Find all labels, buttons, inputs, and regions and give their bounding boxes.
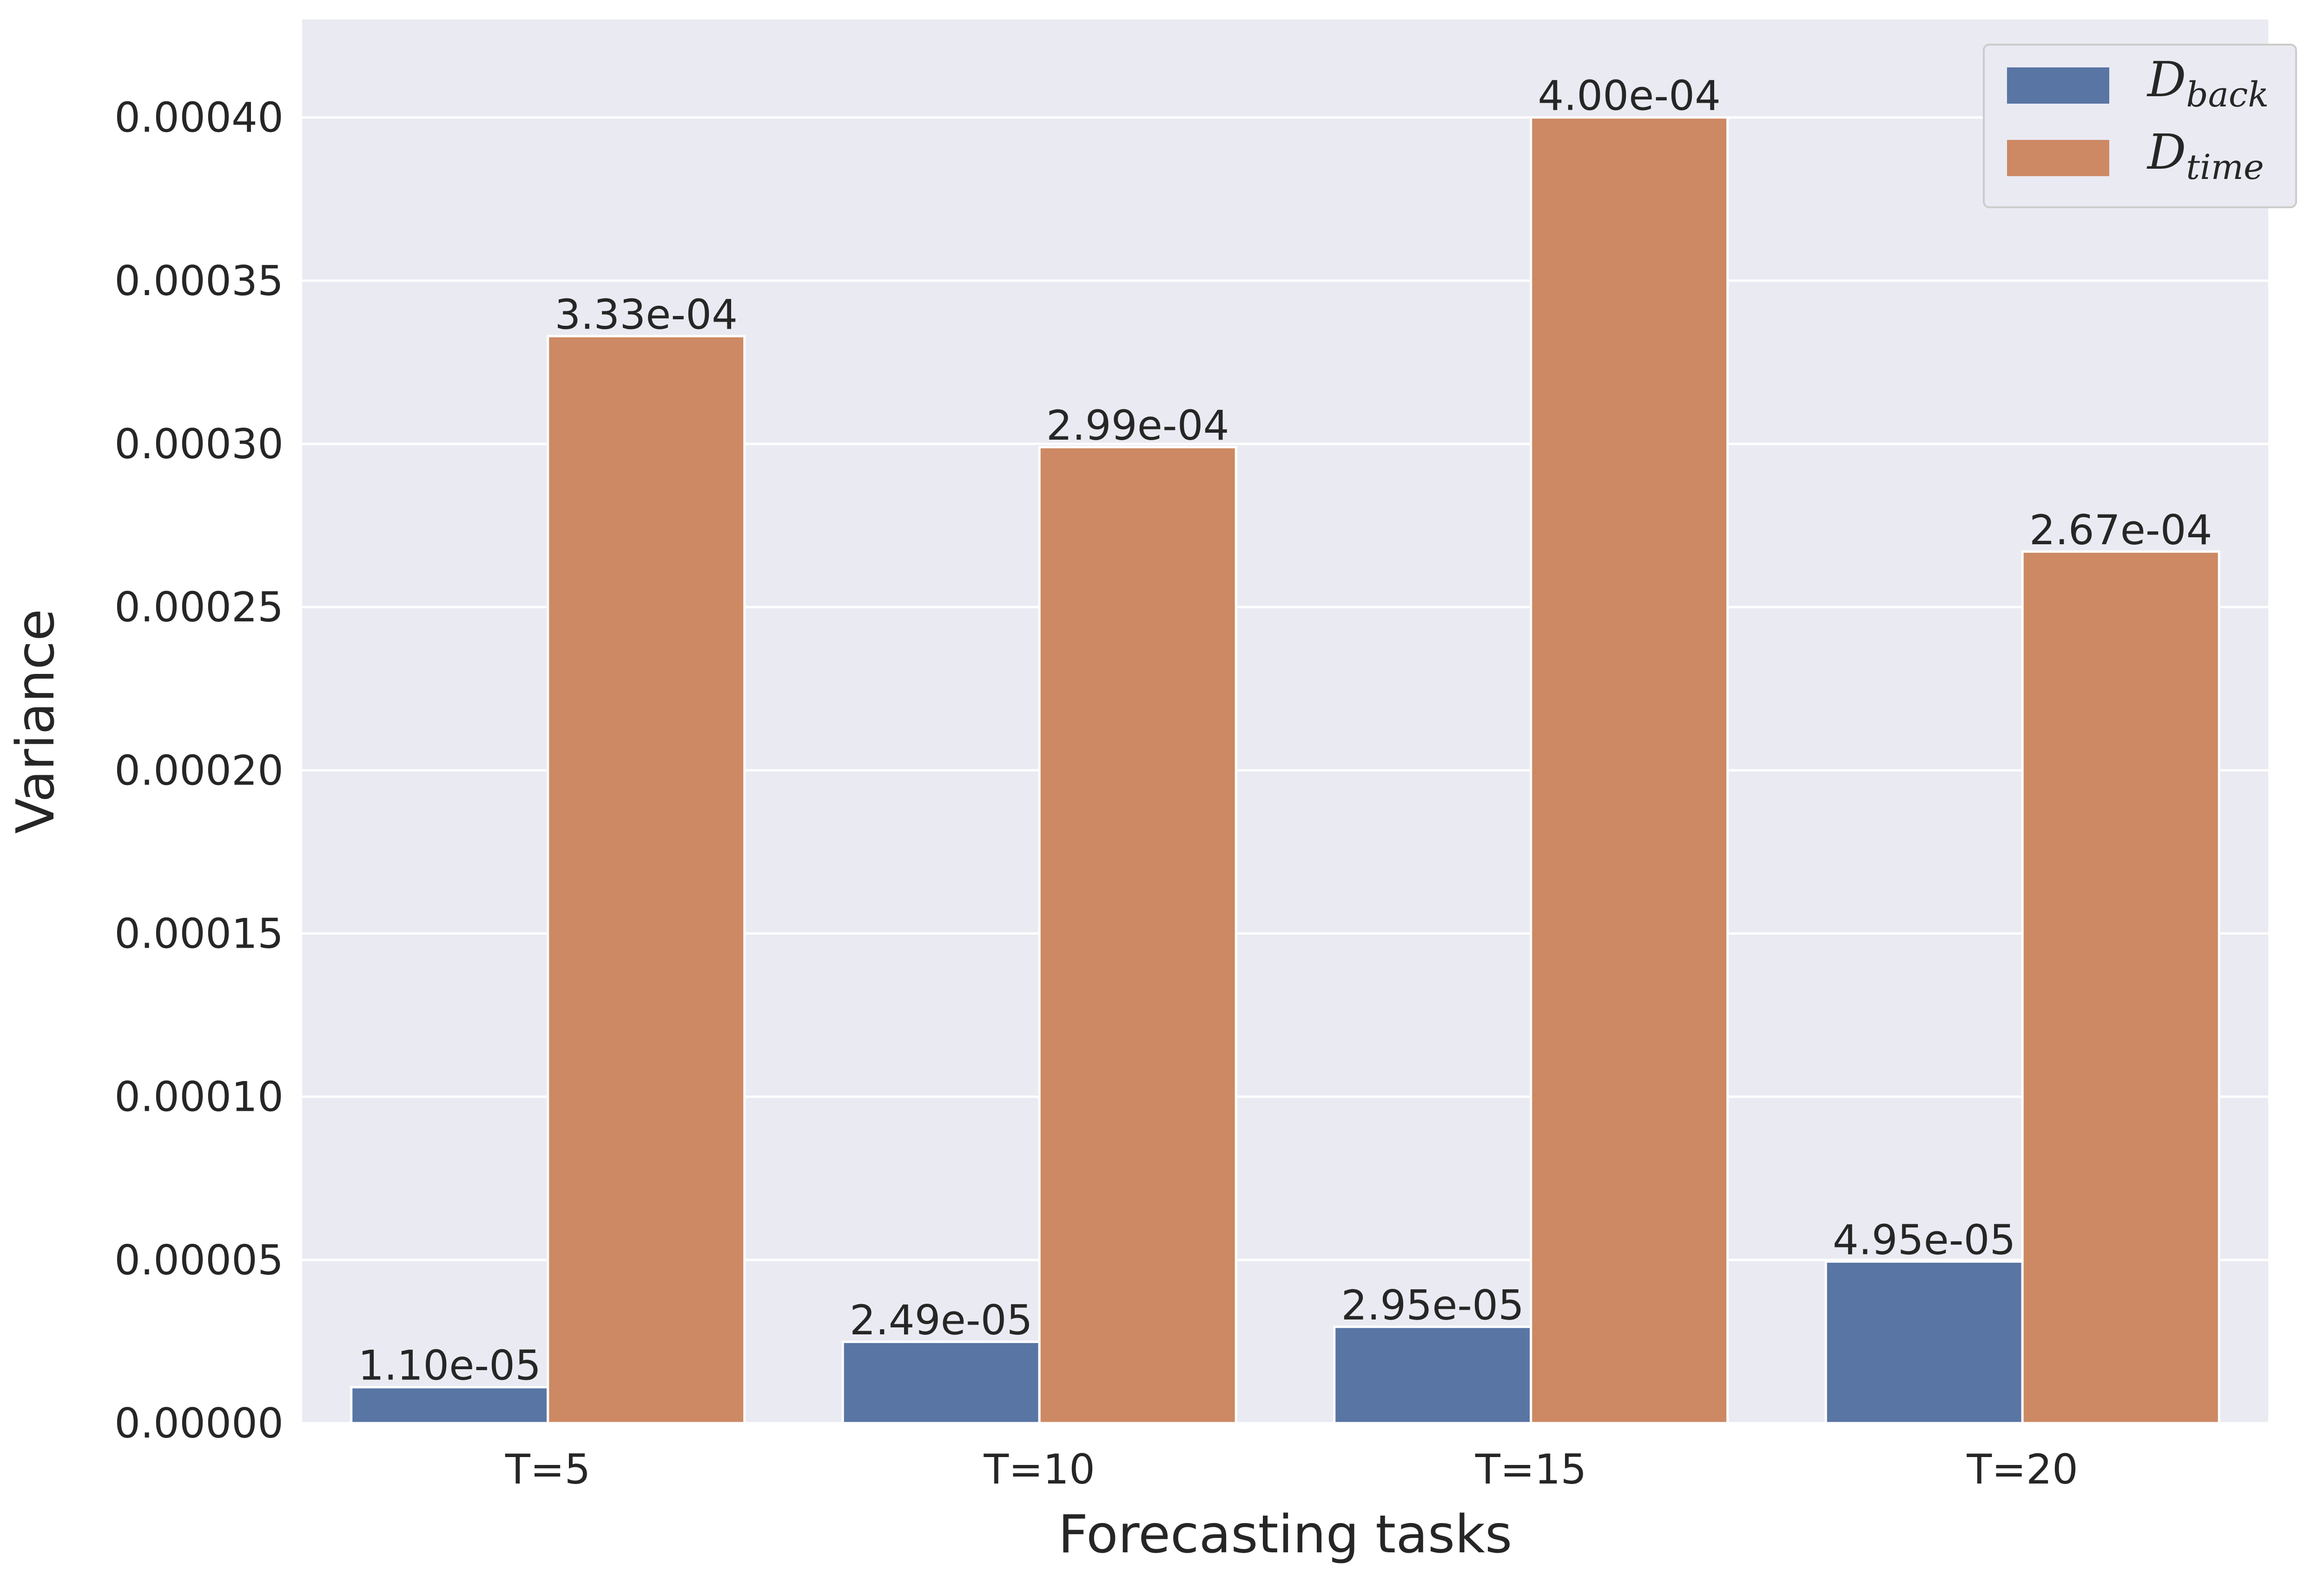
data-label: 4.00e-04 <box>1538 72 1721 120</box>
bars <box>350 116 2220 1425</box>
y-tick-label: 0.00015 <box>114 910 284 958</box>
y-tick-label: 0.00035 <box>114 257 284 305</box>
legend: Dback Dtime <box>1983 44 2297 208</box>
y-tick-label: 0.00000 <box>114 1399 284 1447</box>
data-label: 2.49e-05 <box>850 1296 1033 1344</box>
y-axis-title: Variance <box>6 609 66 834</box>
data-labels: 1.10e-05 3.33e-04 2.49e-05 2.99e-04 2.95e-05… <box>358 72 2212 1390</box>
x-tick-label: T=5 <box>505 1445 590 1493</box>
bar-time-2 <box>1038 446 1237 1425</box>
y-tick-label: 0.00010 <box>114 1073 284 1121</box>
bar-back-2 <box>841 1340 1041 1425</box>
bar-back-4 <box>1824 1260 2024 1425</box>
bar-back-3 <box>1333 1326 1532 1425</box>
y-tick-label: 0.00030 <box>114 420 284 468</box>
bar-time-1 <box>547 335 746 1425</box>
y-axis: 0.00000 0.00005 0.00010 0.00015 0.00020 0.000… <box>114 94 284 1447</box>
data-label: 1.10e-05 <box>358 1342 541 1390</box>
legend-label-time: Dtime <box>2146 124 2264 187</box>
x-axis-title: Forecasting tasks <box>1058 1504 1512 1565</box>
legend-swatch-time <box>2007 140 2109 176</box>
x-tick-label: T=15 <box>1475 1445 1586 1493</box>
x-tick-label: T=10 <box>984 1445 1095 1493</box>
legend-swatch-back <box>2007 67 2109 104</box>
bar-back-1 <box>350 1386 549 1425</box>
y-tick-label: 0.00025 <box>114 583 284 631</box>
data-label: 2.67e-04 <box>2029 506 2212 554</box>
y-tick-label: 0.00005 <box>114 1236 284 1284</box>
legend-label-back: Dback <box>2146 51 2269 115</box>
data-label: 2.95e-05 <box>1341 1281 1524 1329</box>
data-label: 3.33e-04 <box>555 290 738 338</box>
y-tick-label: 0.00040 <box>114 94 284 142</box>
y-tick-label: 0.00020 <box>114 746 284 794</box>
data-label: 2.99e-04 <box>1046 402 1229 449</box>
bar-time-4 <box>2021 550 2220 1425</box>
bar-time-3 <box>1530 116 1729 1425</box>
data-label: 4.95e-05 <box>1833 1216 2016 1264</box>
x-axis: T=5 T=10 T=15 T=20 <box>505 1445 2078 1493</box>
x-tick-label: T=20 <box>1967 1445 2078 1493</box>
